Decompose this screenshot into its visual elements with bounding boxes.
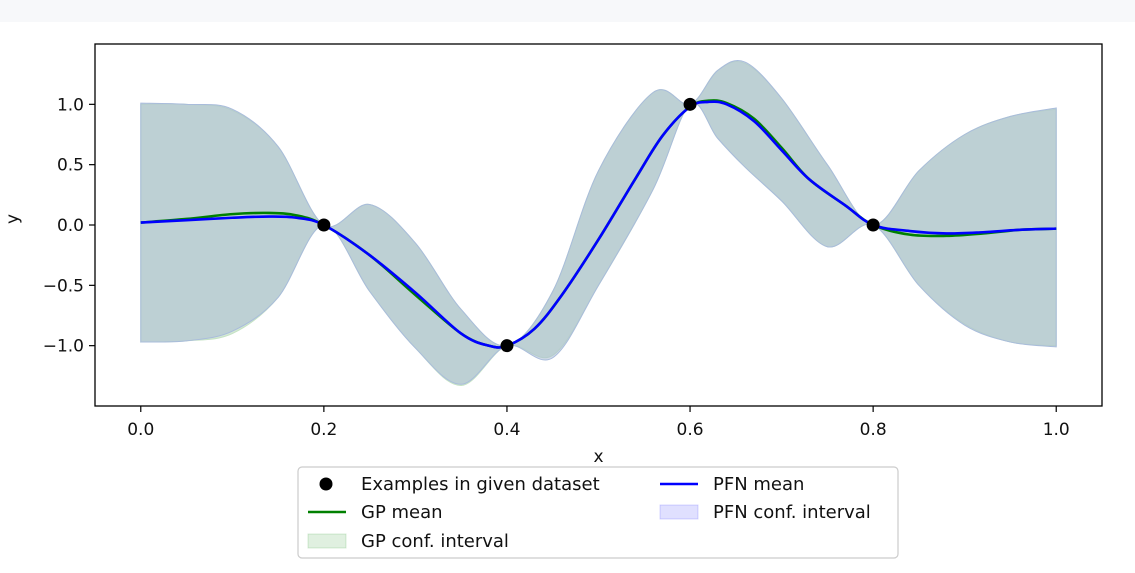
example-points [317, 97, 880, 353]
window-top-strip [0, 0, 1135, 22]
legend-label-gp-conf-interval: GP conf. interval [361, 531, 509, 552]
legend-box [297, 466, 899, 559]
y-axis-label: y [3, 214, 23, 224]
example-point [683, 97, 697, 111]
x-axis-ticks: 0.0 0.2 0.4 0.6 0.8 1.0 [127, 406, 1070, 440]
example-point [866, 218, 880, 232]
y-tick-label: 1.0 [57, 95, 84, 115]
legend: Examples in given dataset GP mean GP conf.… [297, 466, 899, 559]
example-point [317, 218, 331, 232]
interval-pfn-conf-interval [140, 59, 1057, 385]
x-tick-label: 0.2 [310, 420, 337, 440]
line-pfn-mean [140, 100, 1057, 349]
x-axis-label: x [593, 447, 603, 467]
y-tick-label: −0.5 [43, 276, 84, 296]
x-tick-label: 0.0 [127, 420, 154, 440]
y-tick-label: 0.5 [57, 156, 84, 176]
y-tick-label: −1.0 [43, 337, 84, 357]
x-tick-label: 1.0 [1043, 420, 1070, 440]
legend-handle-gp-conf-interval [307, 533, 347, 549]
x-tick-label: 0.8 [860, 420, 887, 440]
legend-label-pfn-mean: PFN mean [713, 474, 804, 495]
example-point [500, 339, 514, 353]
y-tick-label: 0.0 [57, 216, 84, 236]
legend-label-pfn-conf-interval: PFN conf. interval [713, 502, 871, 523]
legend-handle-pfn-conf-interval [659, 504, 699, 520]
x-tick-label: 0.4 [493, 420, 520, 440]
legend-handle-examples-in-given-dataset [319, 477, 333, 491]
legend-label-gp-mean: GP mean [361, 502, 443, 523]
mean-lines [140, 99, 1057, 349]
confidence-intervals [140, 59, 1057, 386]
legend-label-examples-in-given-dataset: Examples in given dataset [361, 474, 600, 495]
x-tick-label: 0.6 [677, 420, 704, 440]
y-axis-ticks: 1.0 0.5 0.0 −0.5 −1.0 [43, 95, 95, 357]
